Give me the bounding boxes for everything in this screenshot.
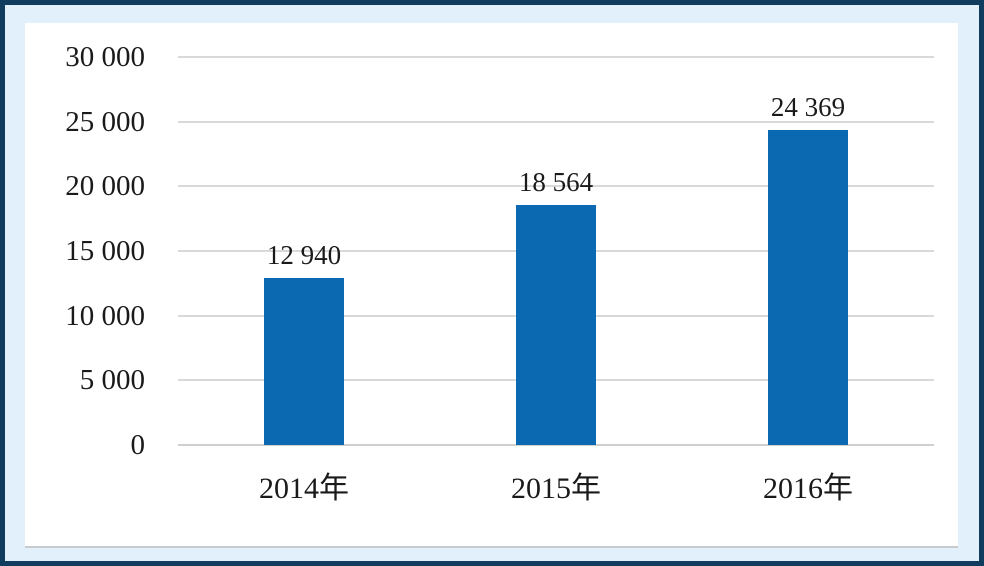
gridline-0 bbox=[178, 444, 934, 446]
bar-2016年 bbox=[768, 130, 848, 445]
y-tick-label: 30 000 bbox=[65, 41, 145, 73]
y-tick-label: 10 000 bbox=[65, 300, 145, 332]
y-tick-label: 20 000 bbox=[65, 170, 145, 202]
x-category-label-2014年: 2014年 bbox=[259, 472, 349, 505]
y-tick-label: 25 000 bbox=[65, 106, 145, 138]
bar-value-label: 12 940 bbox=[266, 240, 342, 270]
bar-2015年 bbox=[516, 205, 596, 445]
plot-area: 12 940 18 564 24 369 bbox=[178, 56, 934, 446]
chart-panel: 12 940 18 564 24 369 30 000 25 000 20 000 15 … bbox=[25, 23, 958, 548]
x-category-label-2015年: 2015年 bbox=[511, 472, 601, 505]
gridline-30000 bbox=[178, 56, 934, 58]
y-tick-label: 15 000 bbox=[65, 235, 145, 267]
gridline-25000 bbox=[178, 121, 934, 123]
y-tick-label: 0 bbox=[130, 429, 146, 461]
gridline-20000 bbox=[178, 185, 934, 187]
bar-2014年 bbox=[264, 278, 344, 445]
x-category-label-2016年: 2016年 bbox=[763, 472, 853, 505]
y-tick-label: 5 000 bbox=[79, 364, 145, 396]
bar-value-label: 24 369 bbox=[770, 92, 846, 122]
bar-value-label: 18 564 bbox=[518, 167, 594, 197]
